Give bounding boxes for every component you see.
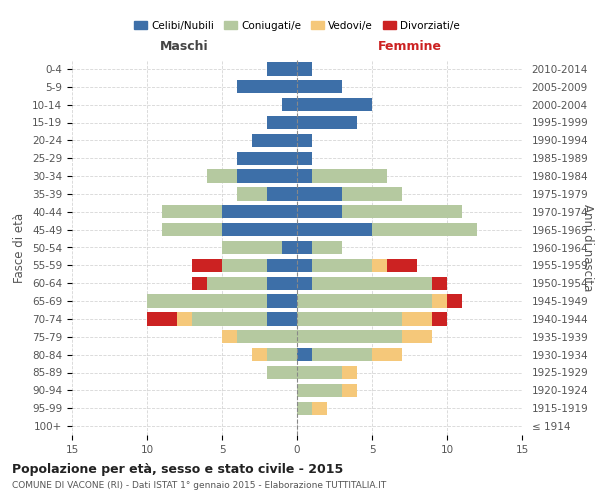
Bar bbox=[447, 294, 462, 308]
Text: COMUNE DI VACONE (RI) - Dati ISTAT 1° gennaio 2015 - Elaborazione TUTTITALIA.IT: COMUNE DI VACONE (RI) - Dati ISTAT 1° ge… bbox=[12, 481, 386, 490]
Bar bbox=[177, 312, 192, 326]
Bar bbox=[267, 294, 297, 308]
Bar bbox=[372, 223, 477, 236]
Bar bbox=[342, 205, 462, 218]
Bar bbox=[372, 258, 387, 272]
Bar bbox=[312, 276, 432, 290]
Bar bbox=[237, 330, 297, 344]
Bar bbox=[432, 294, 447, 308]
Bar bbox=[342, 384, 357, 397]
Bar bbox=[297, 187, 342, 200]
Bar bbox=[297, 330, 402, 344]
Text: Popolazione per età, sesso e stato civile - 2015: Popolazione per età, sesso e stato civil… bbox=[12, 462, 343, 475]
Bar bbox=[147, 294, 267, 308]
Bar bbox=[222, 241, 282, 254]
Bar bbox=[312, 402, 327, 415]
Bar bbox=[207, 170, 237, 183]
Bar bbox=[237, 152, 297, 165]
Bar bbox=[267, 187, 297, 200]
Bar bbox=[297, 312, 402, 326]
Bar bbox=[222, 205, 297, 218]
Bar bbox=[252, 348, 267, 362]
Bar bbox=[297, 384, 342, 397]
Text: Maschi: Maschi bbox=[160, 40, 209, 53]
Bar bbox=[192, 312, 267, 326]
Bar bbox=[297, 116, 357, 129]
Bar bbox=[192, 258, 222, 272]
Bar bbox=[162, 223, 222, 236]
Bar bbox=[237, 170, 297, 183]
Bar bbox=[297, 294, 432, 308]
Bar bbox=[297, 223, 372, 236]
Bar bbox=[372, 348, 402, 362]
Bar bbox=[297, 152, 312, 165]
Bar bbox=[297, 98, 372, 112]
Bar bbox=[342, 187, 402, 200]
Bar bbox=[162, 205, 222, 218]
Bar bbox=[432, 312, 447, 326]
Bar bbox=[267, 62, 297, 76]
Bar bbox=[297, 205, 342, 218]
Bar bbox=[312, 258, 372, 272]
Bar bbox=[297, 276, 312, 290]
Bar bbox=[222, 258, 267, 272]
Bar bbox=[297, 241, 312, 254]
Bar bbox=[192, 276, 207, 290]
Bar bbox=[387, 258, 417, 272]
Bar bbox=[297, 258, 312, 272]
Bar bbox=[237, 80, 297, 94]
Bar bbox=[297, 80, 342, 94]
Bar bbox=[402, 330, 432, 344]
Legend: Celibi/Nubili, Coniugati/e, Vedovi/e, Divorziati/e: Celibi/Nubili, Coniugati/e, Vedovi/e, Di… bbox=[130, 16, 464, 35]
Bar bbox=[267, 348, 297, 362]
Bar bbox=[297, 62, 312, 76]
Bar bbox=[267, 258, 297, 272]
Bar bbox=[222, 223, 297, 236]
Text: Femmine: Femmine bbox=[377, 40, 442, 53]
Bar bbox=[252, 134, 297, 147]
Y-axis label: Anni di nascita: Anni di nascita bbox=[581, 204, 594, 291]
Bar bbox=[297, 402, 312, 415]
Bar bbox=[267, 366, 297, 379]
Bar bbox=[267, 276, 297, 290]
Bar bbox=[237, 187, 267, 200]
Bar bbox=[147, 312, 177, 326]
Bar bbox=[207, 276, 267, 290]
Y-axis label: Fasce di età: Fasce di età bbox=[13, 212, 26, 282]
Bar bbox=[312, 170, 387, 183]
Bar bbox=[297, 134, 312, 147]
Bar bbox=[432, 276, 447, 290]
Bar bbox=[222, 330, 237, 344]
Bar bbox=[297, 348, 312, 362]
Bar bbox=[402, 312, 432, 326]
Bar bbox=[312, 241, 342, 254]
Bar bbox=[282, 241, 297, 254]
Bar bbox=[267, 312, 297, 326]
Bar bbox=[312, 348, 372, 362]
Bar bbox=[297, 366, 342, 379]
Bar bbox=[342, 366, 357, 379]
Bar bbox=[267, 116, 297, 129]
Bar bbox=[282, 98, 297, 112]
Bar bbox=[297, 170, 312, 183]
